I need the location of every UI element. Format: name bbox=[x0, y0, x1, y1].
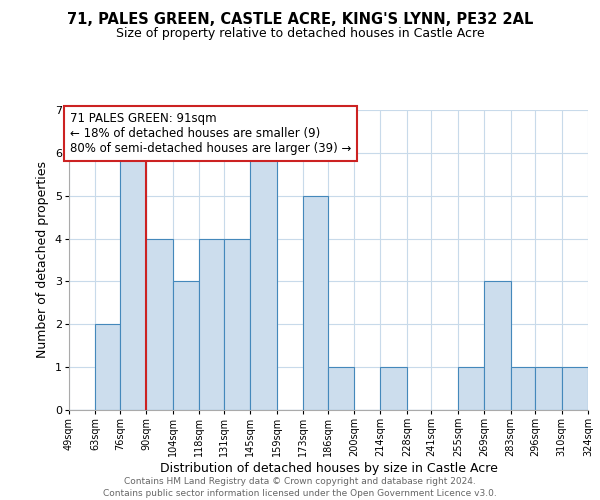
Bar bbox=[250, 153, 277, 410]
Text: Contains public sector information licensed under the Open Government Licence v3: Contains public sector information licen… bbox=[103, 489, 497, 498]
Bar bbox=[95, 324, 120, 410]
Bar bbox=[328, 367, 354, 410]
Bar bbox=[511, 367, 535, 410]
Bar bbox=[303, 196, 328, 410]
Y-axis label: Number of detached properties: Number of detached properties bbox=[37, 162, 49, 358]
Bar bbox=[458, 367, 484, 410]
Text: Size of property relative to detached houses in Castle Acre: Size of property relative to detached ho… bbox=[116, 28, 484, 40]
Text: Contains HM Land Registry data © Crown copyright and database right 2024.: Contains HM Land Registry data © Crown c… bbox=[124, 478, 476, 486]
Bar bbox=[535, 367, 562, 410]
Bar bbox=[224, 238, 250, 410]
Bar bbox=[380, 367, 407, 410]
X-axis label: Distribution of detached houses by size in Castle Acre: Distribution of detached houses by size … bbox=[160, 462, 497, 475]
Bar bbox=[484, 282, 511, 410]
Bar bbox=[146, 238, 173, 410]
Bar bbox=[173, 282, 199, 410]
Bar bbox=[199, 238, 224, 410]
Text: 71 PALES GREEN: 91sqm
← 18% of detached houses are smaller (9)
80% of semi-detac: 71 PALES GREEN: 91sqm ← 18% of detached … bbox=[70, 112, 352, 155]
Bar bbox=[562, 367, 588, 410]
Bar bbox=[120, 153, 146, 410]
Text: 71, PALES GREEN, CASTLE ACRE, KING'S LYNN, PE32 2AL: 71, PALES GREEN, CASTLE ACRE, KING'S LYN… bbox=[67, 12, 533, 28]
